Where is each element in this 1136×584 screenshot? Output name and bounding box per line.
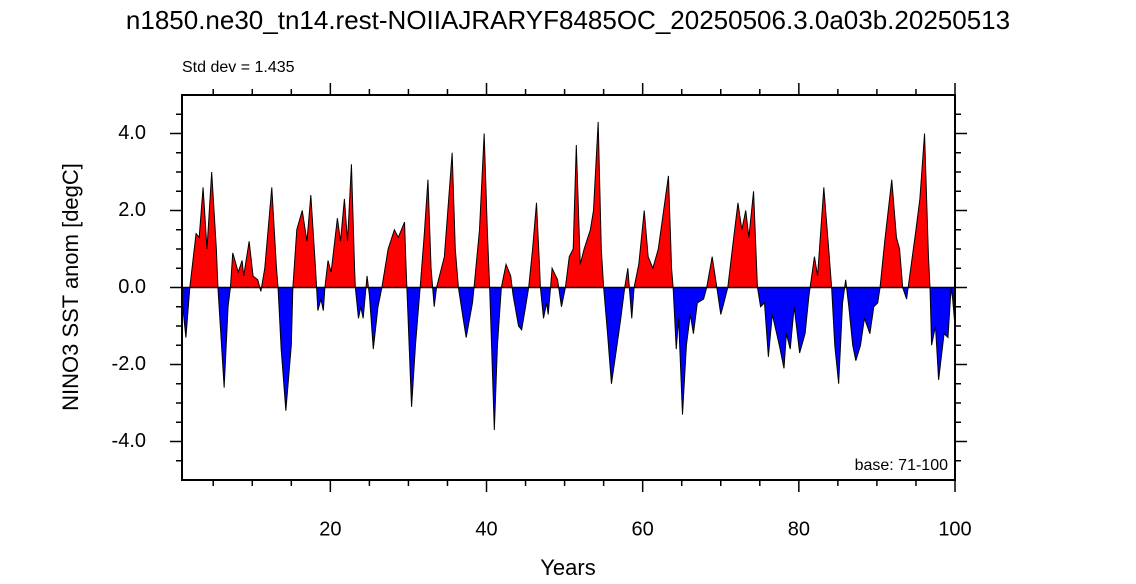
y-tick-label: 4.0 <box>118 122 146 144</box>
x-axis-label: Years <box>540 555 595 580</box>
negative-area <box>182 287 955 430</box>
x-tick-label: 40 <box>475 518 497 540</box>
y-tick-label: -4.0 <box>112 430 146 452</box>
chart-title: n1850.ne30_tn14.rest-NOIIAJRARYF8485OC_2… <box>126 5 1010 35</box>
y-tick-label: -2.0 <box>112 353 146 375</box>
x-tick-label: 60 <box>632 518 654 540</box>
std-dev-annotation: Std dev = 1.435 <box>182 59 295 76</box>
anomaly-line <box>181 121 956 430</box>
base-annotation: base: 71-100 <box>855 457 949 474</box>
x-tick-label: 80 <box>788 518 810 540</box>
x-tick-label: 20 <box>319 518 341 540</box>
y-axis-label: NINO3 SST anom [degC] <box>58 163 83 411</box>
y-tick-label: 0.0 <box>118 276 146 298</box>
y-tick-label: 2.0 <box>118 199 146 221</box>
x-tick-label: 100 <box>938 518 971 540</box>
